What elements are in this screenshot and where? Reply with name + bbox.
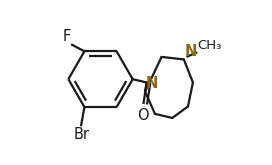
Text: O: O	[137, 108, 149, 123]
Text: CH₃: CH₃	[197, 39, 221, 52]
Text: Br: Br	[73, 127, 89, 142]
Text: N: N	[146, 76, 158, 91]
Text: F: F	[63, 29, 71, 44]
Text: N: N	[185, 44, 197, 59]
